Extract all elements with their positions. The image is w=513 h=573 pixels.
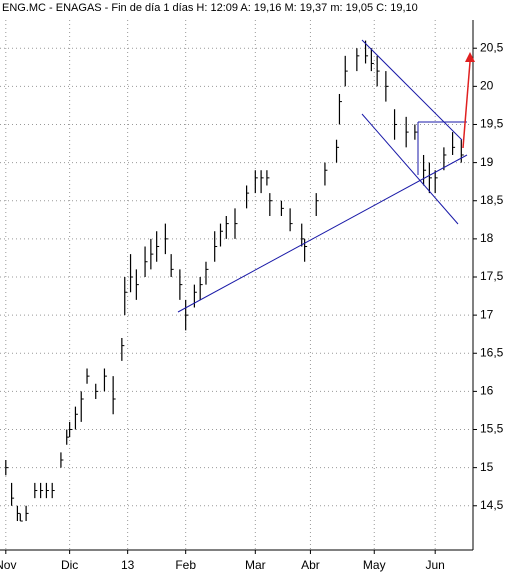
y-tick-label: 14,5 (480, 498, 504, 512)
y-tick-label: 19 (480, 155, 494, 169)
target-arrow (462, 61, 471, 149)
x-tick-label: Nov (0, 558, 16, 572)
y-tick-label: 17 (480, 307, 494, 321)
x-tick-label: 13 (121, 558, 135, 572)
arrow-head (465, 52, 475, 62)
chart-title: ENG.MC - ENAGAS - Fin de día 1 días H: 1… (2, 2, 418, 14)
x-tick-label: Dic (61, 558, 78, 572)
y-tick-label: 15,5 (480, 422, 504, 436)
y-tick-label: 19,5 (480, 117, 504, 131)
x-tick-label: Abr (301, 558, 320, 572)
y-tick-label: 20,5 (480, 40, 504, 54)
y-tick-label: 18,5 (480, 193, 504, 207)
x-tick-label: Jun (426, 558, 445, 572)
x-tick-label: May (363, 558, 386, 572)
y-tick-label: 16 (480, 384, 494, 398)
trend-line (361, 39, 463, 141)
trend-line (361, 113, 459, 225)
y-tick-label: 16,5 (480, 345, 504, 359)
y-tick-label: 18 (480, 231, 494, 245)
y-tick-label: 15 (480, 460, 494, 474)
y-tick-label: 17,5 (480, 269, 504, 283)
x-tick-label: Feb (175, 558, 196, 572)
trend-line (177, 154, 468, 313)
y-tick-label: 20 (480, 79, 494, 93)
trend-lines (177, 39, 475, 313)
x-tick-label: Mar (245, 558, 266, 572)
